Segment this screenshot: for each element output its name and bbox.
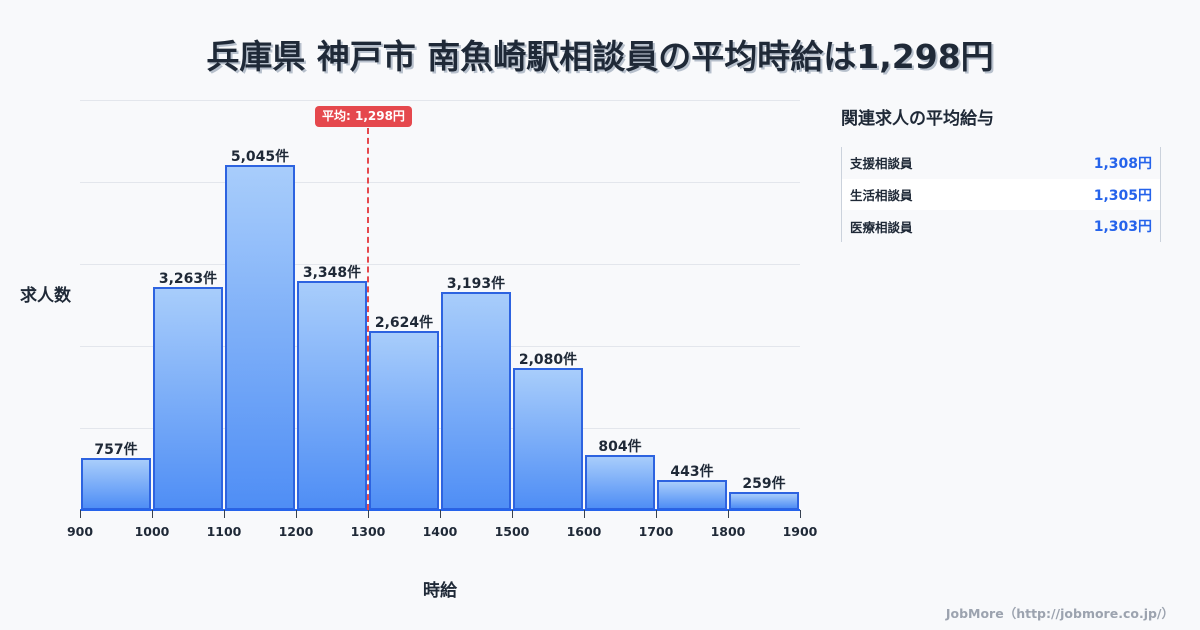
bar-value-label: 2,080件 bbox=[518, 351, 578, 368]
x-axis-tick bbox=[80, 510, 81, 518]
average-line bbox=[367, 128, 369, 510]
histogram-bar bbox=[657, 479, 727, 510]
bar-value-label: 2,624件 bbox=[374, 314, 434, 331]
histogram-chart: 757件 3,263件 5,045件 3,348件 2,624件 3,193件 2,080件… bbox=[20, 100, 818, 601]
x-axis-tick-label: 900 bbox=[66, 524, 94, 539]
histogram-bar bbox=[585, 455, 655, 510]
x-axis-tick bbox=[512, 510, 513, 518]
related-job-wage: 1,305円 bbox=[1093, 187, 1152, 204]
related-job-wage: 1,308円 bbox=[1093, 155, 1152, 172]
x-axis-tick-label: 1600 bbox=[566, 524, 602, 539]
average-badge: 平均: 1,298円 bbox=[315, 106, 412, 127]
bar-value-label: 3,348件 bbox=[302, 265, 362, 282]
related-jobs-title: 関連求人の平均給与 bbox=[841, 109, 994, 129]
x-axis-tick-label: 1000 bbox=[134, 524, 170, 539]
x-axis-tick-label: 1800 bbox=[710, 524, 746, 539]
related-job-row: 医療相談員 1,303円 bbox=[842, 210, 1160, 242]
y-axis-label: 求人数 bbox=[20, 286, 71, 306]
x-axis-tick bbox=[728, 510, 729, 518]
histogram-bar bbox=[513, 367, 583, 510]
related-job-row: 生活相談員 1,305円 bbox=[842, 178, 1160, 211]
x-axis-tick bbox=[296, 510, 297, 518]
x-axis-tick-label: 1900 bbox=[782, 524, 818, 539]
x-axis-tick bbox=[440, 510, 441, 518]
x-axis-tick-label: 1100 bbox=[206, 524, 242, 539]
gridline bbox=[80, 428, 800, 429]
related-job-row: 支援相談員 1,308円 bbox=[842, 147, 1160, 179]
related-job-name: 支援相談員 bbox=[850, 156, 913, 172]
histogram-bar bbox=[153, 287, 223, 510]
related-job-name: 医療相談員 bbox=[850, 219, 913, 235]
related-job-name: 生活相談員 bbox=[850, 188, 913, 204]
histogram-bar bbox=[225, 165, 295, 510]
bar-value-label: 804件 bbox=[598, 439, 642, 456]
x-axis-tick bbox=[224, 510, 225, 518]
x-axis-tick bbox=[656, 510, 657, 518]
x-axis-tick bbox=[584, 510, 585, 518]
x-axis-tick-label: 1300 bbox=[350, 524, 386, 539]
bar-value-label: 757件 bbox=[94, 442, 138, 459]
x-axis-tick bbox=[800, 510, 801, 518]
footer-credit: JobMore（http://jobmore.co.jp/） bbox=[945, 606, 1174, 621]
bar-value-label: 259件 bbox=[742, 476, 786, 493]
related-jobs-panel: 支援相談員 1,308円 生活相談員 1,305円 医療相談員 1,303円 bbox=[841, 147, 1161, 243]
related-job-wage: 1,303円 bbox=[1093, 219, 1152, 236]
gridline bbox=[80, 182, 800, 183]
x-axis-tick-label: 1700 bbox=[638, 524, 674, 539]
x-axis-tick bbox=[368, 510, 369, 518]
x-axis-tick-label: 1200 bbox=[278, 524, 314, 539]
histogram-bar bbox=[729, 492, 799, 510]
histogram-bar bbox=[81, 458, 151, 510]
gridline bbox=[80, 100, 800, 101]
bar-value-label: 5,045件 bbox=[230, 149, 290, 166]
gridline bbox=[80, 264, 800, 265]
page-title: 兵庫県 神戸市 南魚崎駅相談員の平均時給は1,298円 bbox=[206, 37, 994, 76]
x-axis-tick-label: 1500 bbox=[494, 524, 530, 539]
histogram-bar bbox=[369, 330, 439, 510]
bar-value-label: 3,263件 bbox=[158, 271, 218, 288]
histogram-bar bbox=[297, 281, 367, 510]
x-axis-tick-label: 1400 bbox=[422, 524, 458, 539]
x-axis-tick bbox=[152, 510, 153, 518]
histogram-bar bbox=[441, 291, 511, 510]
x-axis-label: 時給 bbox=[423, 581, 457, 601]
bar-value-label: 443件 bbox=[670, 463, 714, 480]
bar-value-label: 3,193件 bbox=[446, 275, 506, 292]
gridline bbox=[80, 346, 800, 347]
